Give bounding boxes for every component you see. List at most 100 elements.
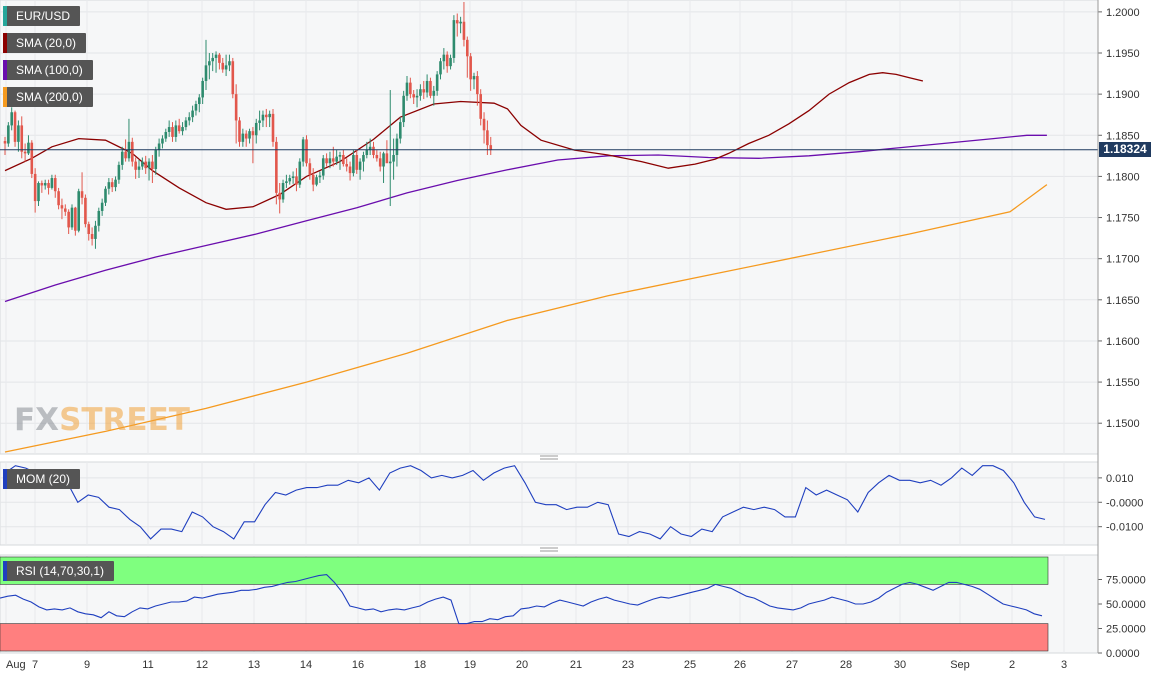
candle-body (104, 188, 107, 203)
candle-body (171, 127, 174, 137)
candle-body (107, 182, 111, 189)
candle-body (459, 21, 462, 24)
candle-body (97, 210, 101, 226)
price-tick-label: 1.1500 (1106, 418, 1140, 430)
candle-body (368, 146, 372, 151)
candle-body (231, 61, 235, 95)
candle-body (355, 155, 359, 170)
axes: 1.2000 1.1950 1.1900 1.1850 1.1800 1.1750 1.17… (0, 0, 1146, 671)
candle-body (134, 161, 137, 170)
price-tick-label: 1.2000 (1106, 7, 1140, 19)
candle-body (486, 130, 489, 146)
candle-body (87, 224, 91, 234)
candle-body (224, 65, 228, 70)
mom-tick-label: -0.0100 (1106, 522, 1143, 534)
candle-body (261, 114, 265, 121)
candle-body (221, 62, 225, 70)
candle-body (20, 125, 24, 152)
price-tick-label: 1.1750 (1106, 213, 1140, 225)
candle-body (7, 125, 10, 144)
date-tick-label: Sep (950, 659, 970, 671)
candle-body (141, 161, 144, 167)
sma100-line (4, 134, 1047, 303)
legend-mom[interactable]: MOM (20) (3, 469, 80, 489)
candle-body (241, 133, 245, 142)
sma20-series (4, 72, 924, 210)
candle-body (30, 142, 34, 174)
legend-rsi[interactable]: RSI (14,70,30,1) (3, 561, 115, 581)
price-axis-area (1098, 0, 1169, 676)
candle-body (275, 141, 278, 193)
candle-body (144, 161, 147, 169)
candle-body (412, 94, 415, 98)
candle-body (489, 145, 493, 151)
candle-body (415, 95, 419, 98)
sma20-line (4, 72, 924, 210)
candle-body (399, 122, 402, 139)
candle-body (338, 155, 342, 157)
candle-body (425, 80, 429, 93)
candle-body (94, 225, 97, 239)
candle-body (147, 161, 151, 169)
date-tick-label: 25 (684, 659, 696, 671)
candle-body (382, 153, 385, 167)
legend-sma20[interactable]: SMA (20,0) (3, 33, 87, 53)
rsi-tick-label: 25.0000 (1106, 624, 1146, 636)
candle-body (332, 158, 335, 162)
price-tick-label: 1.1600 (1106, 336, 1140, 348)
date-tick-label: 20 (516, 659, 528, 671)
candle-body (375, 155, 379, 159)
candle-body (100, 202, 104, 211)
candle-body (258, 120, 261, 123)
candle-body (194, 104, 198, 111)
candle-body (248, 131, 251, 139)
candle-body (402, 95, 405, 123)
candle-body (23, 151, 27, 154)
date-tick-label: 2 (1009, 659, 1015, 671)
date-tick-label: 16 (352, 659, 364, 671)
rsi-line (0, 574, 1043, 625)
candle-body (70, 207, 74, 228)
candle-body (352, 155, 355, 174)
candle-body (268, 113, 271, 118)
candle-body (362, 155, 365, 162)
candle-body (90, 233, 94, 239)
candle-body (308, 163, 312, 175)
candle-body (43, 182, 47, 186)
mom-series (4, 465, 1046, 540)
candle-body (33, 173, 37, 202)
last-price-badge: 1.18324 (1099, 142, 1151, 157)
legend-sma100[interactable]: SMA (100,0) (3, 60, 93, 80)
candle-body (466, 39, 469, 57)
rsi-tick-label: 75.0000 (1106, 575, 1146, 587)
candle-body (305, 139, 308, 164)
date-tick-label: 7 (32, 659, 38, 671)
legend-eurusd[interactable]: EUR/USD (3, 6, 81, 26)
candle-body (479, 94, 482, 119)
candle-body (218, 54, 221, 63)
candle-body (358, 161, 362, 170)
candle-body (37, 182, 40, 202)
candle-body (80, 191, 84, 198)
candle-body (131, 141, 134, 162)
sma200-series (4, 184, 1048, 453)
legend-swatch (3, 33, 7, 53)
candle-body (214, 54, 218, 58)
candle-body (84, 197, 87, 225)
candle-body (161, 138, 164, 144)
candle-body (60, 205, 64, 209)
legend-swatch (3, 469, 7, 489)
candle-body (281, 182, 285, 200)
candle-body (254, 122, 258, 136)
mom-panel (0, 461, 1099, 546)
price-tick-label: 1.1700 (1106, 254, 1140, 266)
rsi-series (0, 574, 1043, 625)
candle-body (177, 125, 181, 132)
candle-body (469, 56, 472, 80)
candle-body (388, 161, 392, 164)
candle-body (157, 143, 161, 151)
date-tick-label: 19 (464, 659, 476, 671)
legend-sma200[interactable]: SMA (200,0) (3, 87, 93, 107)
candle-body (137, 166, 141, 170)
